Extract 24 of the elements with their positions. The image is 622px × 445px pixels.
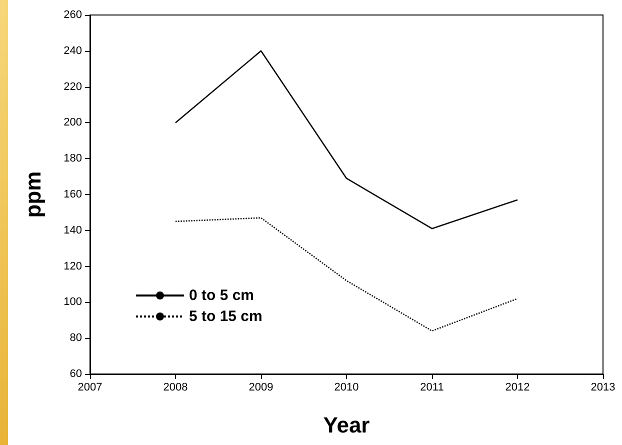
y-tick-label: 60 — [70, 368, 82, 380]
x-tick-label: 2008 — [163, 382, 188, 394]
line-series — [174, 50, 518, 230]
y-tick-label: 80 — [70, 332, 82, 344]
y-tick-label: 180 — [64, 152, 82, 165]
x-tick-label: 2012 — [505, 382, 530, 394]
y-tick-label: 140 — [64, 224, 82, 236]
x-tick-label: 2007 — [78, 382, 102, 394]
line-series — [174, 217, 518, 332]
y-tick-label: 160 — [64, 188, 82, 200]
x-tick-label: 2013 — [590, 382, 616, 394]
y-tick-label: 260 — [64, 9, 82, 21]
y-tick-label: 220 — [64, 80, 82, 93]
y-tick-label: 240 — [64, 44, 82, 57]
y-tick-label: 200 — [64, 116, 82, 129]
y-axis-title: ppm — [20, 171, 46, 218]
legend-label: 0 to 5 cm — [189, 287, 254, 304]
y-tick-label: 120 — [64, 260, 82, 272]
y-tick-label: 100 — [64, 296, 82, 308]
x-tick-label: 2010 — [334, 382, 359, 394]
x-tick-label: 2009 — [248, 382, 274, 394]
x-axis-title: Year — [323, 412, 370, 438]
x-tick-label: 2011 — [420, 382, 444, 394]
legend-label: 5 to 15 cm — [189, 308, 262, 325]
